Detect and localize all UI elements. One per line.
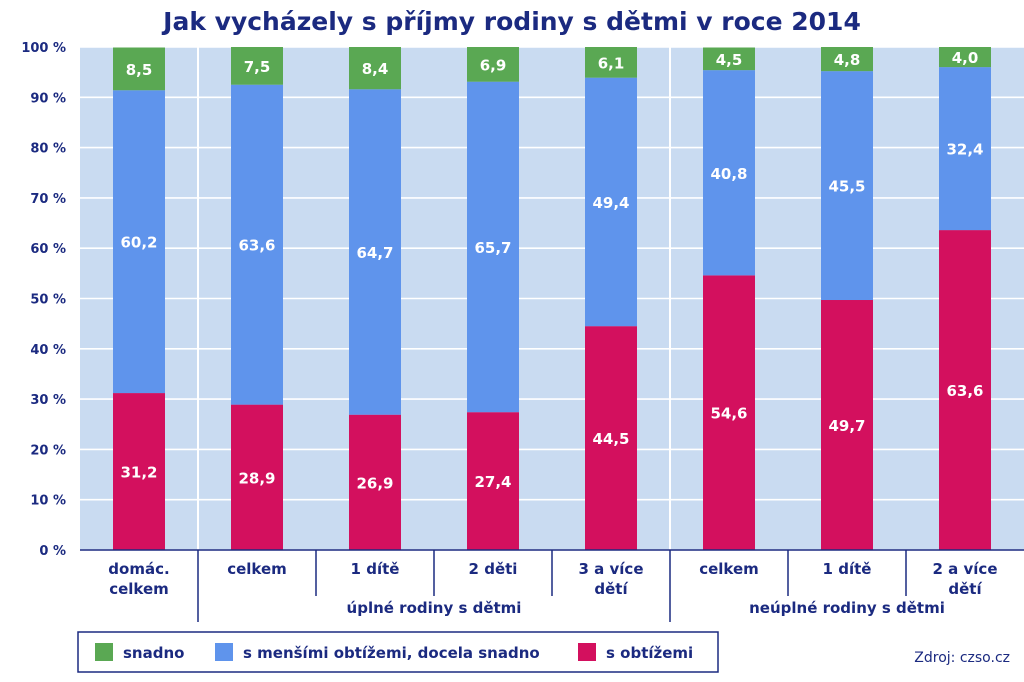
bar-segment xyxy=(231,84,283,405)
data-label: 27,4 xyxy=(474,473,511,491)
bar-segment xyxy=(349,414,401,550)
bar-segment xyxy=(585,326,637,550)
x-axis: domác. celkem celkem 1 dítě 2 děti 3 a více dě… xyxy=(80,549,1024,622)
x-tick-label: celkem xyxy=(109,580,169,598)
bar-segment xyxy=(467,81,519,413)
y-tick-label: 50 % xyxy=(30,293,66,308)
group-label: úplné rodiny s dětmi xyxy=(347,599,522,617)
bar-segment xyxy=(113,90,165,394)
bar-segment xyxy=(821,47,873,72)
bar-segment xyxy=(467,47,519,82)
bar-segment xyxy=(231,404,283,550)
data-label: 4,0 xyxy=(952,49,979,67)
bar-segment xyxy=(939,47,991,68)
data-label: 26,9 xyxy=(356,474,393,492)
data-label: 32,4 xyxy=(946,141,983,159)
plot-area xyxy=(80,46,1024,551)
legend-swatch xyxy=(95,643,113,661)
data-label: 4,8 xyxy=(834,51,861,69)
x-tick-label: domác. xyxy=(108,560,169,578)
bar-segment xyxy=(585,77,637,327)
legend-label: s obtížemi xyxy=(606,644,693,662)
data-label: 63,6 xyxy=(946,382,983,400)
data-label: 4,5 xyxy=(716,51,743,69)
x-tick-label: dětí xyxy=(948,580,982,598)
bar-segment xyxy=(113,47,165,91)
bar-segment xyxy=(585,47,637,78)
x-tick-label: 1 dítě xyxy=(351,560,400,578)
y-tick-label: 0 % xyxy=(39,544,66,559)
bar-segment xyxy=(231,47,283,85)
data-label: 6,1 xyxy=(598,54,625,72)
legend-box xyxy=(77,631,719,673)
legend-swatch xyxy=(578,643,596,661)
data-label: 63,6 xyxy=(238,237,275,255)
bar-segment xyxy=(467,412,519,550)
data-label: 8,5 xyxy=(126,61,153,79)
bar-segment xyxy=(349,89,401,415)
x-tick-label: celkem xyxy=(699,560,759,578)
x-tick-label: celkem xyxy=(227,560,287,578)
legend-label: s menšími obtížemi, docela snadno xyxy=(243,644,540,662)
data-label: 49,4 xyxy=(592,194,629,212)
data-label: 44,5 xyxy=(592,430,629,448)
data-label: 8,4 xyxy=(362,60,389,78)
bar-segment xyxy=(821,300,873,550)
bar-segment xyxy=(703,70,755,276)
data-label: 64,7 xyxy=(356,244,393,262)
legend-label: snadno xyxy=(123,644,184,662)
data-label: 45,5 xyxy=(828,178,865,196)
x-tick-label: 3 a více xyxy=(579,560,644,578)
data-label: 7,5 xyxy=(244,58,271,76)
data-label: 49,7 xyxy=(828,417,865,435)
x-tick-label: 2 děti xyxy=(469,560,518,578)
bars: 31,2 60,2 8,5 28,9 63,6 7,5 26,9 64,7 8,4 27,4 65,… xyxy=(113,47,991,551)
bar-segment xyxy=(703,275,755,550)
source-note: Zdroj: czso.cz xyxy=(914,650,1010,666)
bar-segment xyxy=(703,47,755,71)
legend: snadno s menšími obtížemi, docela snadno s… xyxy=(77,631,719,673)
data-label: 65,7 xyxy=(474,239,511,257)
data-label: 60,2 xyxy=(120,234,157,252)
data-label: 6,9 xyxy=(480,56,507,74)
y-tick-label: 60 % xyxy=(30,242,66,257)
bar-segment xyxy=(821,71,873,301)
data-label: 40,8 xyxy=(710,165,747,183)
data-label: 31,2 xyxy=(120,464,157,482)
group-label: neúplné rodiny s dětmi xyxy=(749,599,945,617)
bar-segment xyxy=(939,230,991,551)
x-tick-label: 2 a více xyxy=(933,560,998,578)
y-tick-label: 90 % xyxy=(30,91,66,106)
y-tick-label: 100 % xyxy=(21,41,66,56)
x-tick-label: 1 dítě xyxy=(823,560,872,578)
y-tick-label: 40 % xyxy=(30,343,66,358)
x-tick-label: dětí xyxy=(594,580,628,598)
y-tick-label: 30 % xyxy=(30,393,66,408)
data-label: 28,9 xyxy=(238,469,275,487)
y-tick-label: 70 % xyxy=(30,192,66,207)
bar-segment xyxy=(939,67,991,231)
chart-title: Jak vycházely s příjmy rodiny s dětmi v … xyxy=(161,7,861,36)
legend-swatch xyxy=(215,643,233,661)
data-label: 54,6 xyxy=(710,405,747,423)
y-tick-label: 20 % xyxy=(30,443,66,458)
y-tick-label: 10 % xyxy=(30,494,66,509)
y-tick-label: 80 % xyxy=(30,142,66,157)
bar-segment xyxy=(349,47,401,90)
y-axis: 0 % 10 % 20 % 30 % 40 % 50 % 60 % 70 % 80 % 90 % 1… xyxy=(21,41,66,559)
bar-segment xyxy=(113,393,165,550)
